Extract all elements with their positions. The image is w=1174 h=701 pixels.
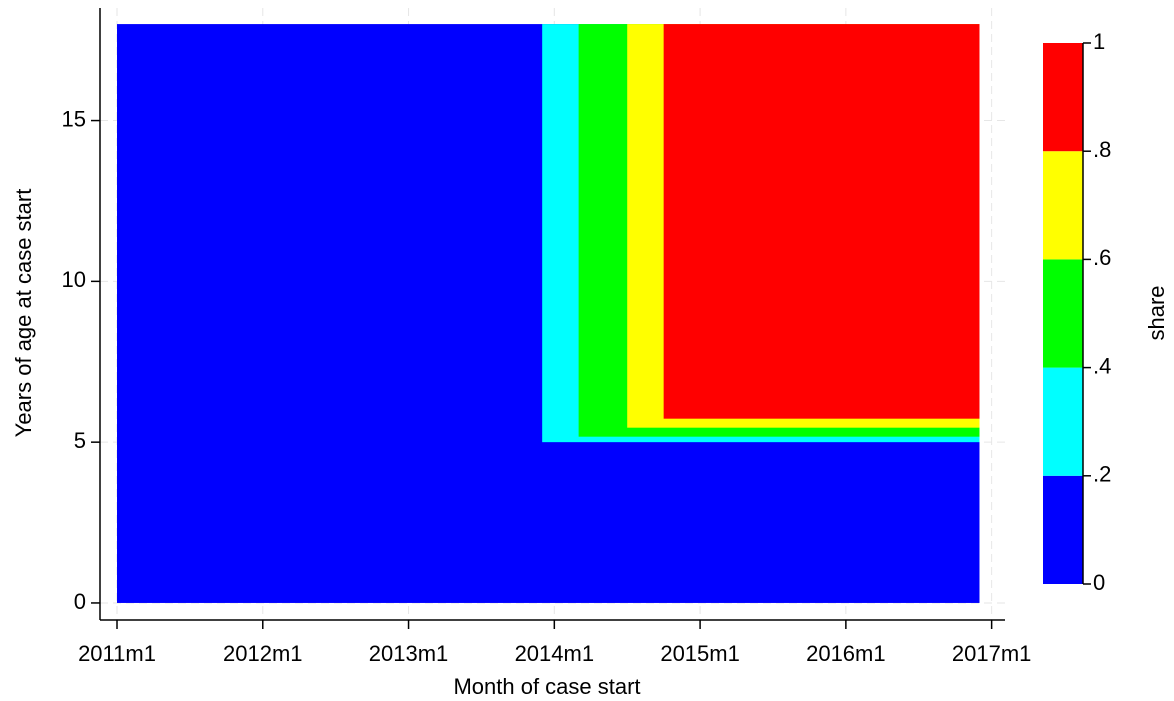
y-tick-label: 15 [62,106,86,131]
x-tick-label: 2011m1 [78,641,156,666]
colorbar-tick-label: .2 [1093,462,1111,487]
x-tick-label: 2014m1 [515,641,595,666]
colorbar-tick-label: 1 [1093,29,1105,54]
y-tick-label: 10 [62,267,86,292]
y-tick-label: 0 [74,589,86,614]
x-tick-label: 2012m1 [223,641,303,666]
colorbar-tick-label: .8 [1093,137,1111,162]
x-tick-label: 2015m1 [660,641,740,666]
colorbar-tick-label: .4 [1093,353,1111,378]
y-axis-title: Years of age at case start [11,189,36,438]
colorbar-band [1043,259,1083,368]
colorbar-title: share [1144,285,1169,340]
x-axis-title: Month of case start [453,674,640,699]
contour-region [663,24,980,419]
colorbar-tick-label: .6 [1093,245,1111,270]
colorbar-band [1043,43,1083,152]
x-tick-label: 2016m1 [806,641,886,666]
x-tick-label: 2017m1 [952,641,1032,666]
colorbar-band [1043,475,1083,584]
x-tick-label: 2013m1 [369,641,449,666]
y-tick-label: 5 [74,428,86,453]
colorbar-band [1043,151,1083,260]
colorbar-tick-label: 0 [1093,570,1105,595]
colorbar-band [1043,367,1083,476]
